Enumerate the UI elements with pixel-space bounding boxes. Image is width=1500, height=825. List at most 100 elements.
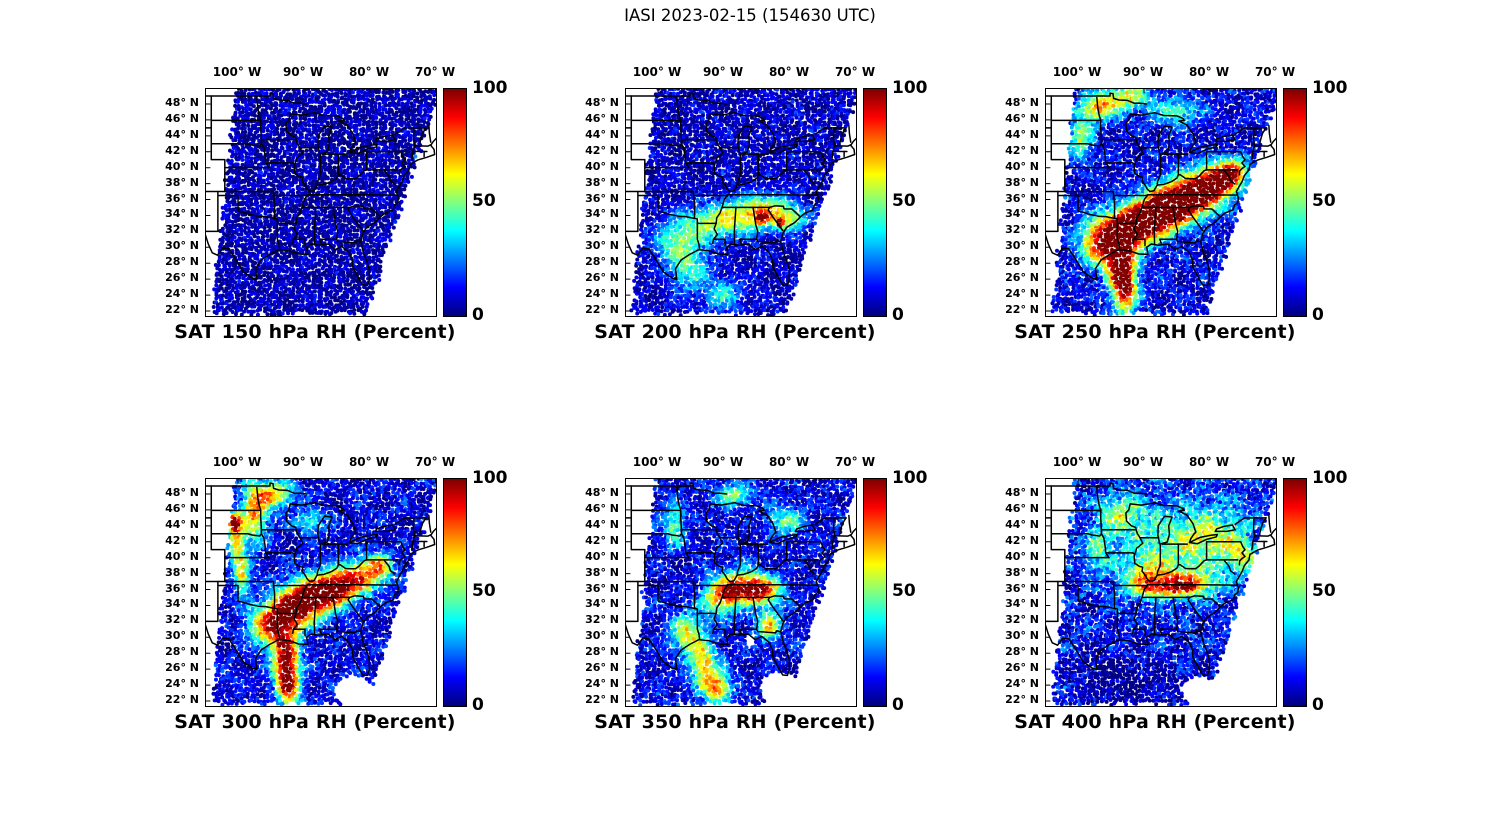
lat-tick-label: 46° N <box>1005 501 1039 515</box>
lat-tick-label: 46° N <box>585 111 619 125</box>
lat-tick-label: 28° N <box>585 645 619 659</box>
lat-tick-label: 34° N <box>1005 597 1039 611</box>
lat-tick-label: 44° N <box>1005 127 1039 141</box>
lat-tick-label: 24° N <box>1005 677 1039 691</box>
lat-tick-label: 26° N <box>165 271 199 285</box>
lat-tick-label: 34° N <box>585 207 619 221</box>
lat-tick-label: 26° N <box>165 661 199 675</box>
colorbar-tick-label: 0 <box>892 695 904 715</box>
lat-tick-label: 36° N <box>585 581 619 595</box>
lat-tick-label: 44° N <box>585 517 619 531</box>
lat-tick-label: 34° N <box>585 597 619 611</box>
lat-tick-label: 22° N <box>1005 692 1039 706</box>
lat-tick-label: 46° N <box>1005 111 1039 125</box>
panel-title: SAT 250 hPa RH (Percent) <box>1014 321 1296 343</box>
lon-tick-label: 70° W <box>414 455 456 469</box>
lon-tick-label: 70° W <box>1254 65 1296 79</box>
lon-tick-label: 90° W <box>702 65 744 79</box>
lon-tick-label: 70° W <box>834 455 876 469</box>
lat-tick-label: 32° N <box>165 613 199 627</box>
lat-tick-label: 42° N <box>165 533 199 547</box>
colorbar-tick-label: 50 <box>1312 191 1336 211</box>
lat-tick-label: 34° N <box>165 597 199 611</box>
lat-tick-label: 38° N <box>165 175 199 189</box>
lat-tick-label: 24° N <box>585 677 619 691</box>
lon-tick-label: 100° W <box>632 65 682 79</box>
lat-tick-label: 24° N <box>165 287 199 301</box>
lat-tick-label: 42° N <box>585 533 619 547</box>
lon-tick-label: 90° W <box>702 455 744 469</box>
lat-tick-label: 46° N <box>585 501 619 515</box>
colorbar-tick-label: 100 <box>1312 78 1348 98</box>
lon-tick-label: 80° W <box>1188 65 1230 79</box>
colorbar-tick-label: 0 <box>892 305 904 325</box>
lon-tick-label: 70° W <box>1254 455 1296 469</box>
lon-tick-label: 80° W <box>1188 455 1230 469</box>
rh-map-canvas <box>625 478 857 707</box>
rh-map-canvas <box>1045 88 1277 317</box>
colorbar-gradient <box>863 478 887 707</box>
lat-tick-label: 30° N <box>1005 629 1039 643</box>
colorbar-tick-label: 0 <box>472 695 484 715</box>
colorbar-gradient <box>863 88 887 317</box>
lat-tick-label: 38° N <box>165 565 199 579</box>
panel-title: SAT 200 hPa RH (Percent) <box>594 321 876 343</box>
lat-tick-label: 44° N <box>585 127 619 141</box>
lat-tick-label: 36° N <box>585 191 619 205</box>
lat-tick-label: 28° N <box>1005 645 1039 659</box>
lat-tick-label: 38° N <box>585 565 619 579</box>
lat-tick-label: 26° N <box>1005 661 1039 675</box>
lat-tick-label: 26° N <box>585 661 619 675</box>
lat-tick-label: 32° N <box>585 613 619 627</box>
colorbar-tick-label: 50 <box>892 581 916 601</box>
lat-tick-label: 34° N <box>1005 207 1039 221</box>
rh-map-canvas <box>205 88 437 317</box>
lat-tick-label: 44° N <box>165 127 199 141</box>
lat-tick-label: 22° N <box>1005 302 1039 316</box>
panel-title: SAT 350 hPa RH (Percent) <box>594 711 876 733</box>
lon-tick-label: 80° W <box>348 65 390 79</box>
lon-tick-label: 90° W <box>282 455 324 469</box>
lat-tick-label: 40° N <box>1005 549 1039 563</box>
lat-tick-label: 28° N <box>165 255 199 269</box>
lon-tick-label: 80° W <box>348 455 390 469</box>
lon-tick-label: 90° W <box>282 65 324 79</box>
colorbar-tick-label: 100 <box>892 78 928 98</box>
lat-tick-label: 48° N <box>1005 96 1039 109</box>
lon-tick-label: 70° W <box>834 65 876 79</box>
lat-tick-label: 38° N <box>1005 565 1039 579</box>
lat-tick-label: 40° N <box>165 159 199 173</box>
lat-tick-label: 42° N <box>165 143 199 157</box>
lat-tick-label: 26° N <box>585 271 619 285</box>
lat-tick-label: 40° N <box>585 159 619 173</box>
lat-tick-label: 40° N <box>585 549 619 563</box>
lat-tick-label: 36° N <box>1005 581 1039 595</box>
lat-tick-label: 32° N <box>165 223 199 237</box>
lat-tick-label: 42° N <box>1005 143 1039 157</box>
lat-tick-label: 48° N <box>165 486 199 499</box>
lat-tick-label: 42° N <box>585 143 619 157</box>
colorbar-tick-label: 50 <box>472 191 496 211</box>
colorbar-tick-label: 50 <box>472 581 496 601</box>
colorbar-tick-label: 50 <box>1312 581 1336 601</box>
figure-title: IASI 2023-02-15 (154630 UTC) <box>624 6 876 25</box>
colorbar-gradient <box>1283 88 1307 317</box>
lon-tick-label: 80° W <box>768 65 810 79</box>
lat-tick-label: 36° N <box>165 581 199 595</box>
lat-tick-label: 40° N <box>1005 159 1039 173</box>
lat-tick-label: 34° N <box>165 207 199 221</box>
lon-tick-label: 100° W <box>1052 65 1102 79</box>
lon-tick-label: 100° W <box>1052 455 1102 469</box>
lat-tick-label: 28° N <box>1005 255 1039 269</box>
lat-tick-label: 46° N <box>165 111 199 125</box>
lon-tick-label: 100° W <box>632 455 682 469</box>
lat-tick-label: 48° N <box>1005 486 1039 499</box>
colorbar-gradient <box>443 88 467 317</box>
lat-tick-label: 22° N <box>165 302 199 316</box>
lat-tick-label: 30° N <box>585 239 619 253</box>
lat-tick-label: 48° N <box>165 96 199 109</box>
lat-tick-label: 44° N <box>1005 517 1039 531</box>
lat-tick-label: 44° N <box>165 517 199 531</box>
panel-title: SAT 300 hPa RH (Percent) <box>174 711 456 733</box>
